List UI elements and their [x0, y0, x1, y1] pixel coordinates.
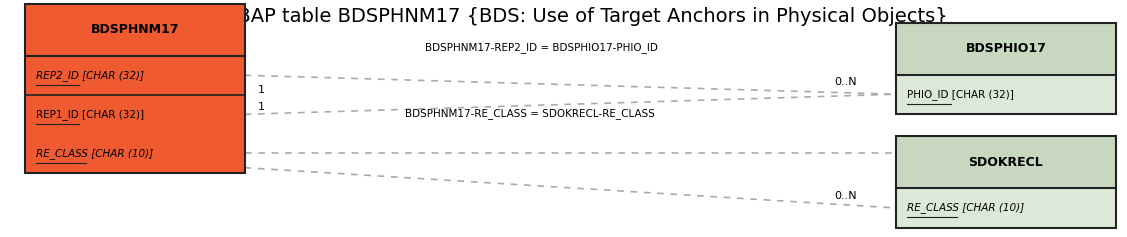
Text: BDSPHIO17: BDSPHIO17: [966, 42, 1046, 55]
Text: BDSPHNM17-REP2_ID = BDSPHIO17-PHIO_ID: BDSPHNM17-REP2_ID = BDSPHIO17-PHIO_ID: [425, 42, 657, 53]
Text: RE_CLASS [CHAR (10)]: RE_CLASS [CHAR (10)]: [36, 148, 153, 159]
Text: SAP ABAP table BDSPHNM17 {BDS: Use of Target Anchors in Physical Objects}: SAP ABAP table BDSPHNM17 {BDS: Use of Ta…: [179, 7, 948, 26]
Bar: [896, 188, 1116, 228]
Text: 1: 1: [258, 85, 265, 95]
Bar: [896, 136, 1116, 228]
Text: REP1_ID [CHAR (32)]: REP1_ID [CHAR (32)]: [36, 109, 144, 120]
Text: REP2_ID [CHAR (32)]: REP2_ID [CHAR (32)]: [36, 70, 144, 81]
Bar: [896, 75, 1116, 114]
Bar: [896, 23, 1116, 75]
Bar: [25, 4, 245, 56]
Bar: [896, 23, 1116, 114]
Text: 0..N: 0..N: [834, 191, 857, 201]
Bar: [25, 56, 245, 95]
Bar: [896, 136, 1116, 188]
Text: BDSPHNM17-RE_CLASS = SDOKRECL-RE_CLASS: BDSPHNM17-RE_CLASS = SDOKRECL-RE_CLASS: [405, 108, 655, 119]
Text: 0..N: 0..N: [834, 77, 857, 87]
Bar: [25, 4, 245, 173]
Text: PHIO_ID [CHAR (32)]: PHIO_ID [CHAR (32)]: [907, 89, 1014, 100]
Bar: [25, 95, 245, 134]
Text: SDOKRECL: SDOKRECL: [968, 156, 1044, 169]
Bar: [25, 134, 245, 173]
Text: RE_CLASS [CHAR (10)]: RE_CLASS [CHAR (10)]: [907, 202, 1024, 214]
Text: 1: 1: [258, 102, 265, 112]
Text: BDSPHNM17: BDSPHNM17: [90, 23, 179, 36]
